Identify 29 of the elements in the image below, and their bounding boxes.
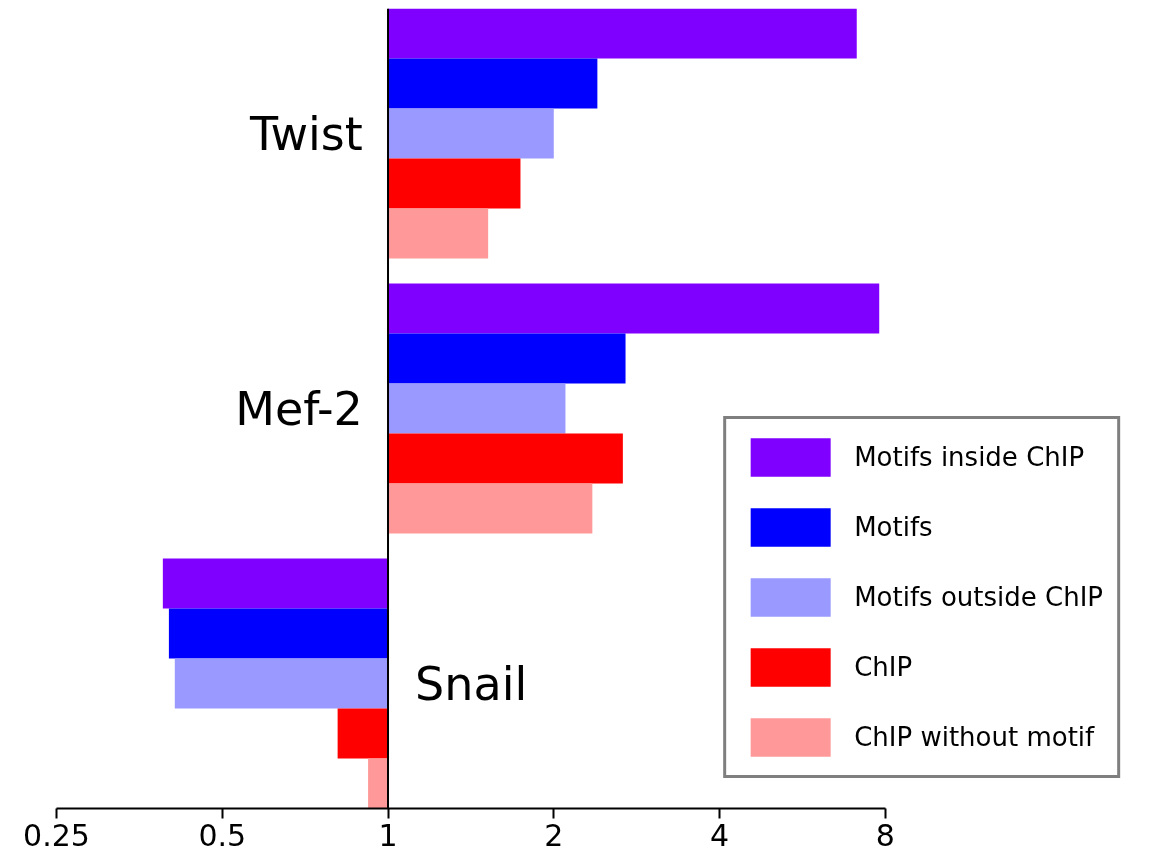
bar [388,208,489,259]
legend-label: Motifs outside ChIP [854,582,1103,612]
legend-label: ChIP [854,652,913,682]
bar [168,608,389,659]
bar [337,708,389,759]
bar [388,383,566,434]
y-tick-label: Twist [248,106,363,161]
bar [174,658,389,709]
y-tick-label: Mef-2 [235,381,363,436]
bar [388,283,880,334]
bar [388,108,554,159]
bar [388,333,626,384]
bar [388,58,598,109]
legend-label: ChIP without motif [854,722,1095,752]
x-tick-label: 4 [709,817,730,853]
legend-label: Motifs [854,512,933,542]
x-tick-label: 0.5 [198,817,247,853]
bar [388,433,623,484]
x-tick-label: 2 [544,817,564,853]
bar [388,8,857,59]
bar [368,758,389,809]
x-tick-label: 0.25 [23,817,90,853]
y-tick-label: Snail [415,656,528,711]
bar [388,483,593,534]
x-tick-label: 1 [378,817,398,853]
bar [162,558,389,609]
x-tick-label: 8 [875,817,895,853]
legend-label: Motifs inside ChIP [854,442,1085,472]
bar [388,158,521,209]
